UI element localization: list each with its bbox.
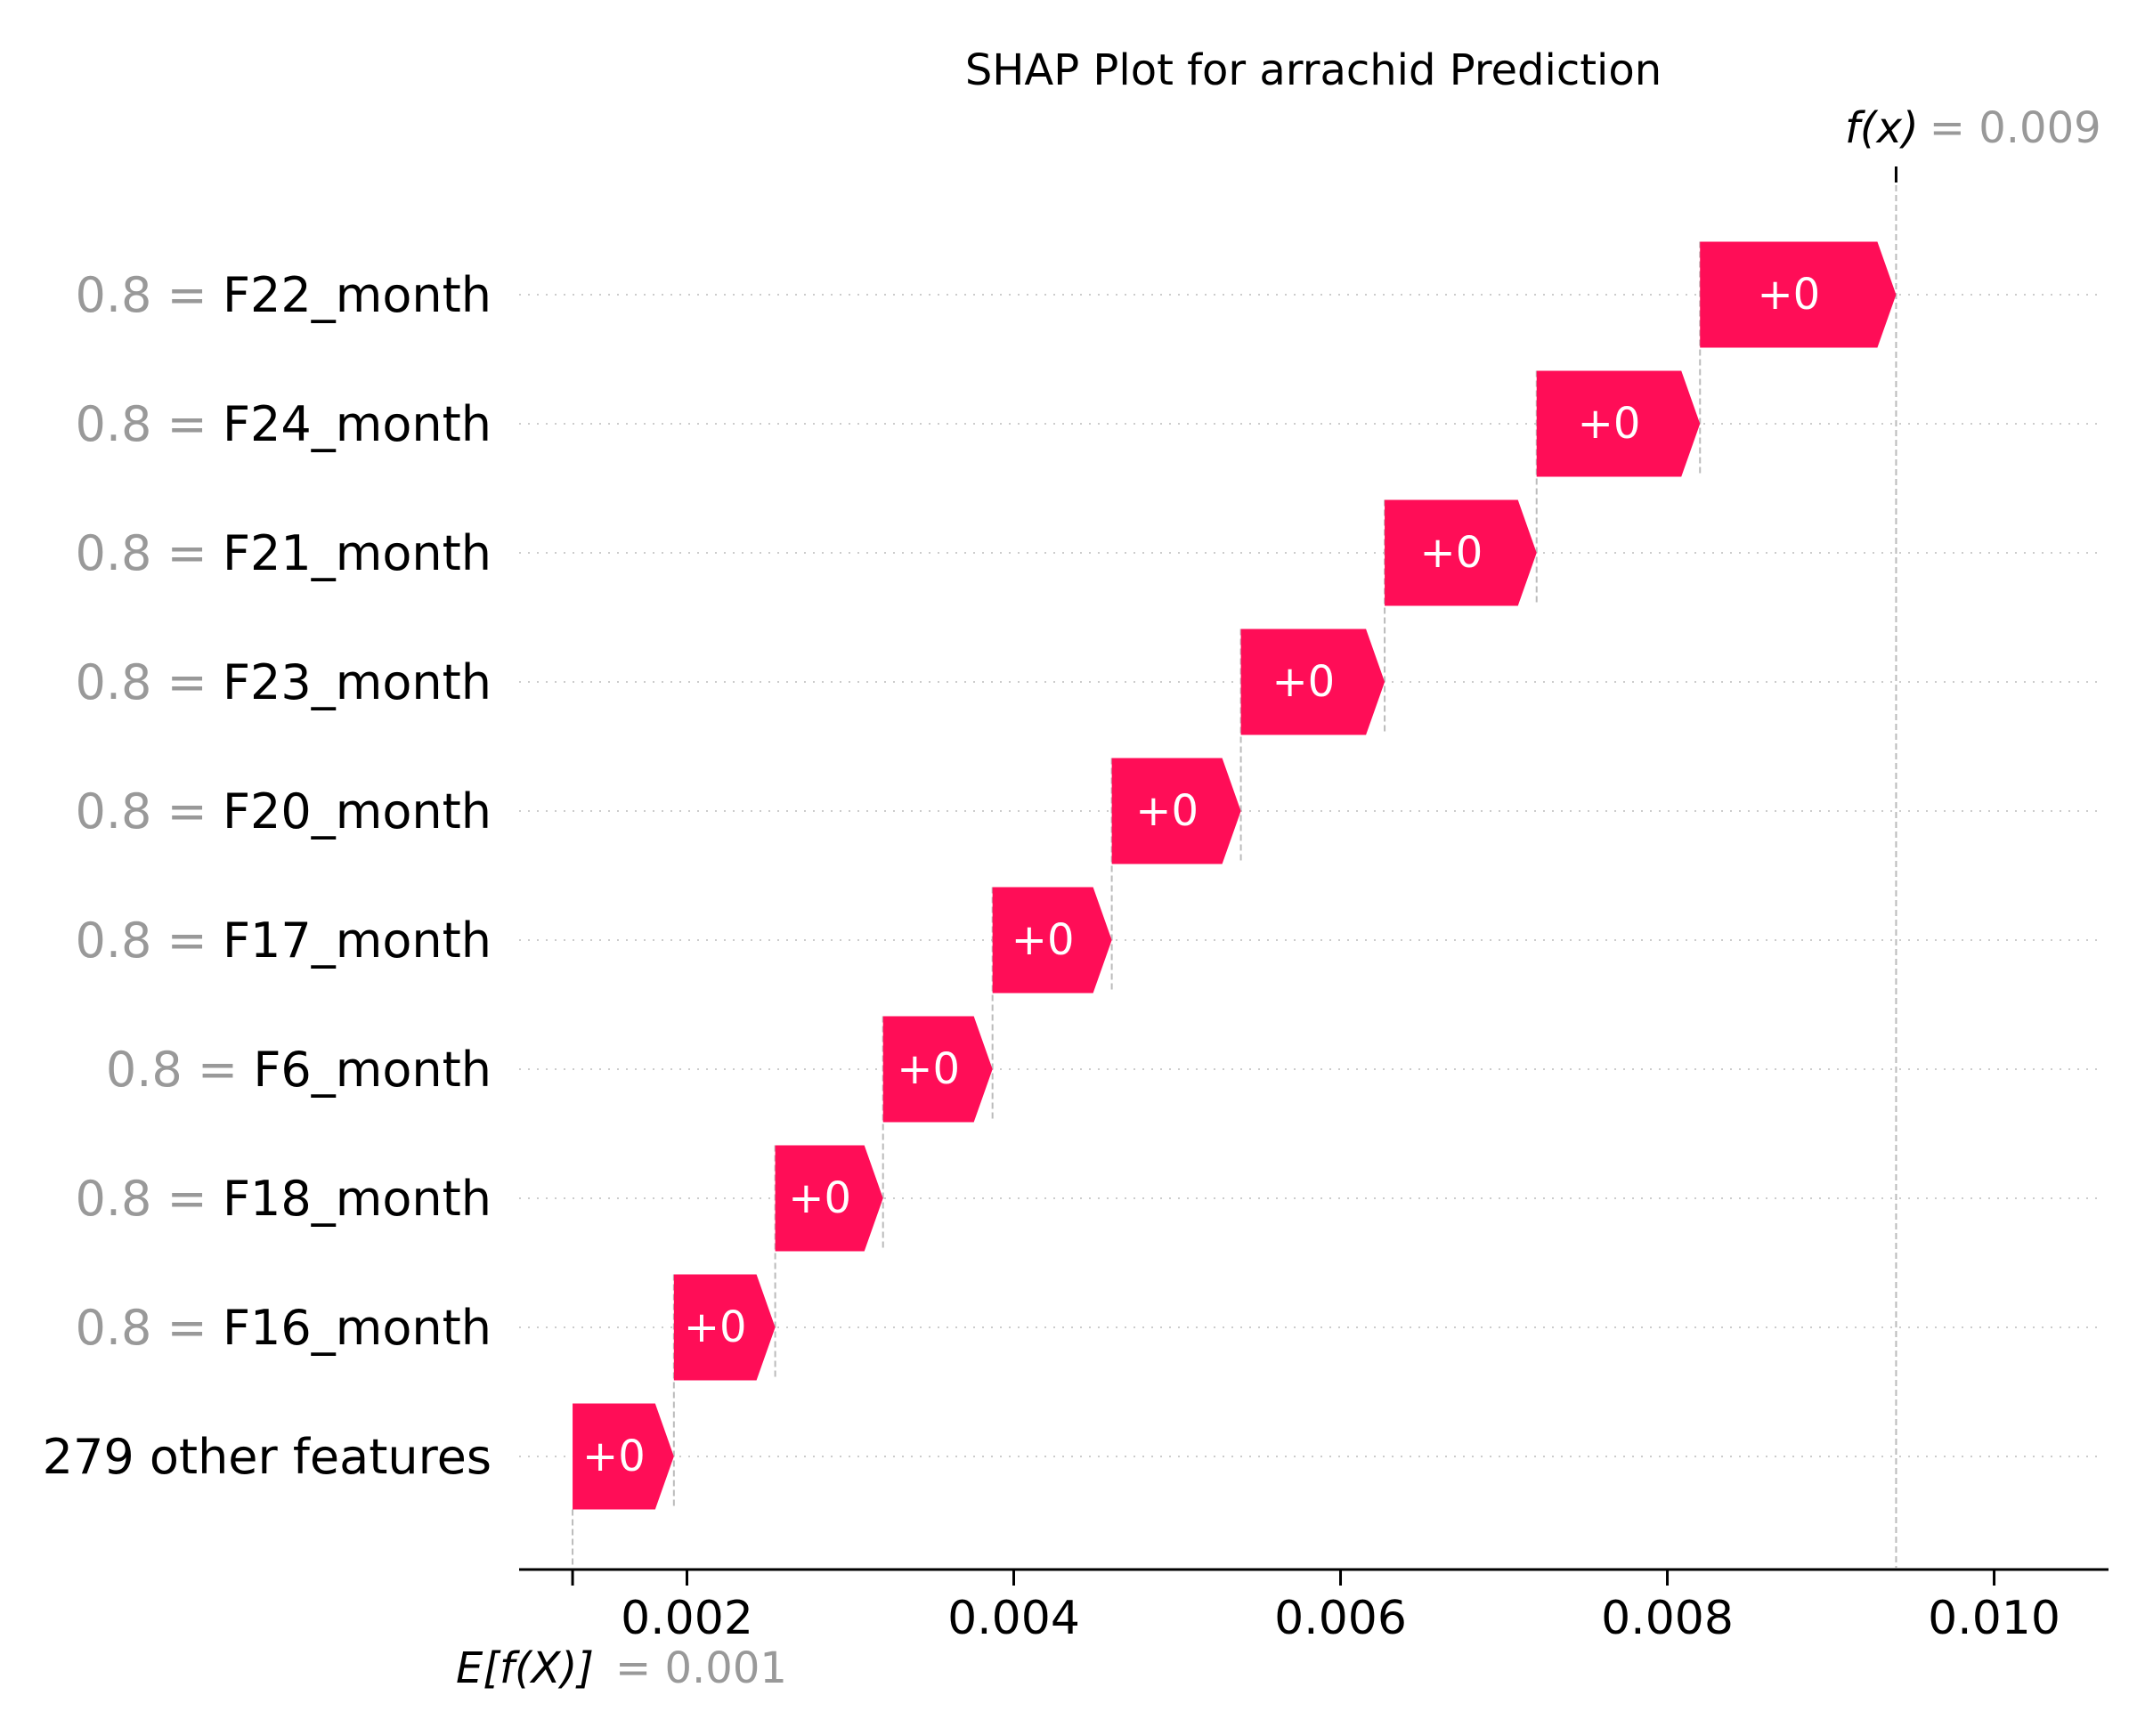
- bar-f18_month: [775, 1145, 883, 1252]
- feature-label: 0.8 = F16_month: [75, 1300, 492, 1356]
- bar-value-label: +0: [1578, 399, 1641, 449]
- bar-value-label: +0: [897, 1044, 960, 1094]
- feature-name: F23_month: [223, 654, 492, 710]
- bar-279-other-features: [573, 1403, 674, 1510]
- base-value-label: E[f(X)]: [456, 1643, 594, 1693]
- x-tick-label: 0.008: [1601, 1592, 1734, 1645]
- feature-name: F6_month: [253, 1042, 492, 1098]
- feature-label: 0.8 = F17_month: [75, 913, 492, 969]
- feature-label: 0.8 = F6_month: [106, 1042, 492, 1098]
- feature-value: 0.8 =: [75, 525, 222, 581]
- output-value-label: f(x): [1845, 103, 1919, 153]
- guide-lines: [572, 166, 1897, 1568]
- feature-name: F20_month: [223, 783, 492, 840]
- feature-value: 0.8 =: [75, 783, 222, 840]
- feature-name: F18_month: [223, 1171, 492, 1227]
- bar-value-label: +0: [1420, 528, 1483, 578]
- bar-value-label: +0: [1012, 915, 1075, 965]
- bar-value-label: +0: [684, 1302, 747, 1352]
- bar-f23_month: [1240, 629, 1385, 735]
- base-value-number: = 0.001: [615, 1643, 787, 1693]
- feature-value: 0.8 =: [75, 654, 222, 710]
- bar-f6_month: [882, 1016, 993, 1123]
- x-tick-label: 0.002: [621, 1592, 753, 1645]
- bar-value-label: +0: [1272, 657, 1335, 707]
- feature-label: 0.8 = F20_month: [75, 783, 492, 840]
- bar-f22_month: [1700, 241, 1897, 348]
- base-value-annotation: E[f(X)] = 0.001: [456, 1643, 787, 1693]
- bar-value-label: +0: [1757, 270, 1820, 320]
- bar-f16_month: [673, 1274, 776, 1381]
- bars: +0 +0 +0 +0 +0 +0 +0 +0 +0 +0: [573, 241, 1897, 1510]
- feature-name: 279 other features: [43, 1429, 492, 1485]
- feature-label: 279 other features: [43, 1429, 492, 1485]
- bar-value-label: +0: [582, 1432, 646, 1481]
- x-tick-label: 0.010: [1928, 1592, 2060, 1645]
- bar-value-label: +0: [1135, 786, 1199, 836]
- x-tick-label: 0.004: [947, 1592, 1080, 1645]
- feature-name: F17_month: [223, 913, 492, 969]
- bar-f20_month: [1111, 758, 1241, 864]
- output-value-annotation: f(x) = 0.009: [1845, 103, 2101, 153]
- bar-value-label: +0: [788, 1173, 851, 1223]
- feature-label: 0.8 = F21_month: [75, 525, 492, 581]
- feature-name: F24_month: [223, 396, 492, 452]
- feature-label: 0.8 = F24_month: [75, 396, 492, 452]
- feature-name: F22_month: [223, 267, 492, 323]
- feature-value: 0.8 =: [75, 913, 222, 969]
- x-axis: 0.002 0.004 0.006 0.008 0.010: [519, 1568, 2109, 1645]
- feature-name: F16_month: [223, 1300, 492, 1356]
- feature-value: 0.8 =: [106, 1042, 253, 1098]
- bar-f21_month: [1385, 499, 1537, 606]
- x-tick-label: 0.006: [1274, 1592, 1407, 1645]
- feature-value: 0.8 =: [75, 267, 222, 323]
- feature-name: F21_month: [223, 525, 492, 581]
- annotations: f(x) = 0.009 E[f(X)] = 0.001: [456, 103, 2101, 1693]
- feature-value: 0.8 =: [75, 1171, 222, 1227]
- bar-f24_month: [1536, 370, 1701, 477]
- bar-f17_month: [992, 887, 1112, 994]
- feature-label: 0.8 = F23_month: [75, 654, 492, 710]
- output-value-number: = 0.009: [1930, 103, 2101, 153]
- feature-value: 0.8 =: [75, 396, 222, 452]
- feature-label: 0.8 = F18_month: [75, 1171, 492, 1227]
- feature-label: 0.8 = F22_month: [75, 267, 492, 323]
- chart-title: SHAP Plot for arrachid Prediction: [965, 45, 1662, 95]
- feature-value: 0.8 =: [75, 1300, 222, 1356]
